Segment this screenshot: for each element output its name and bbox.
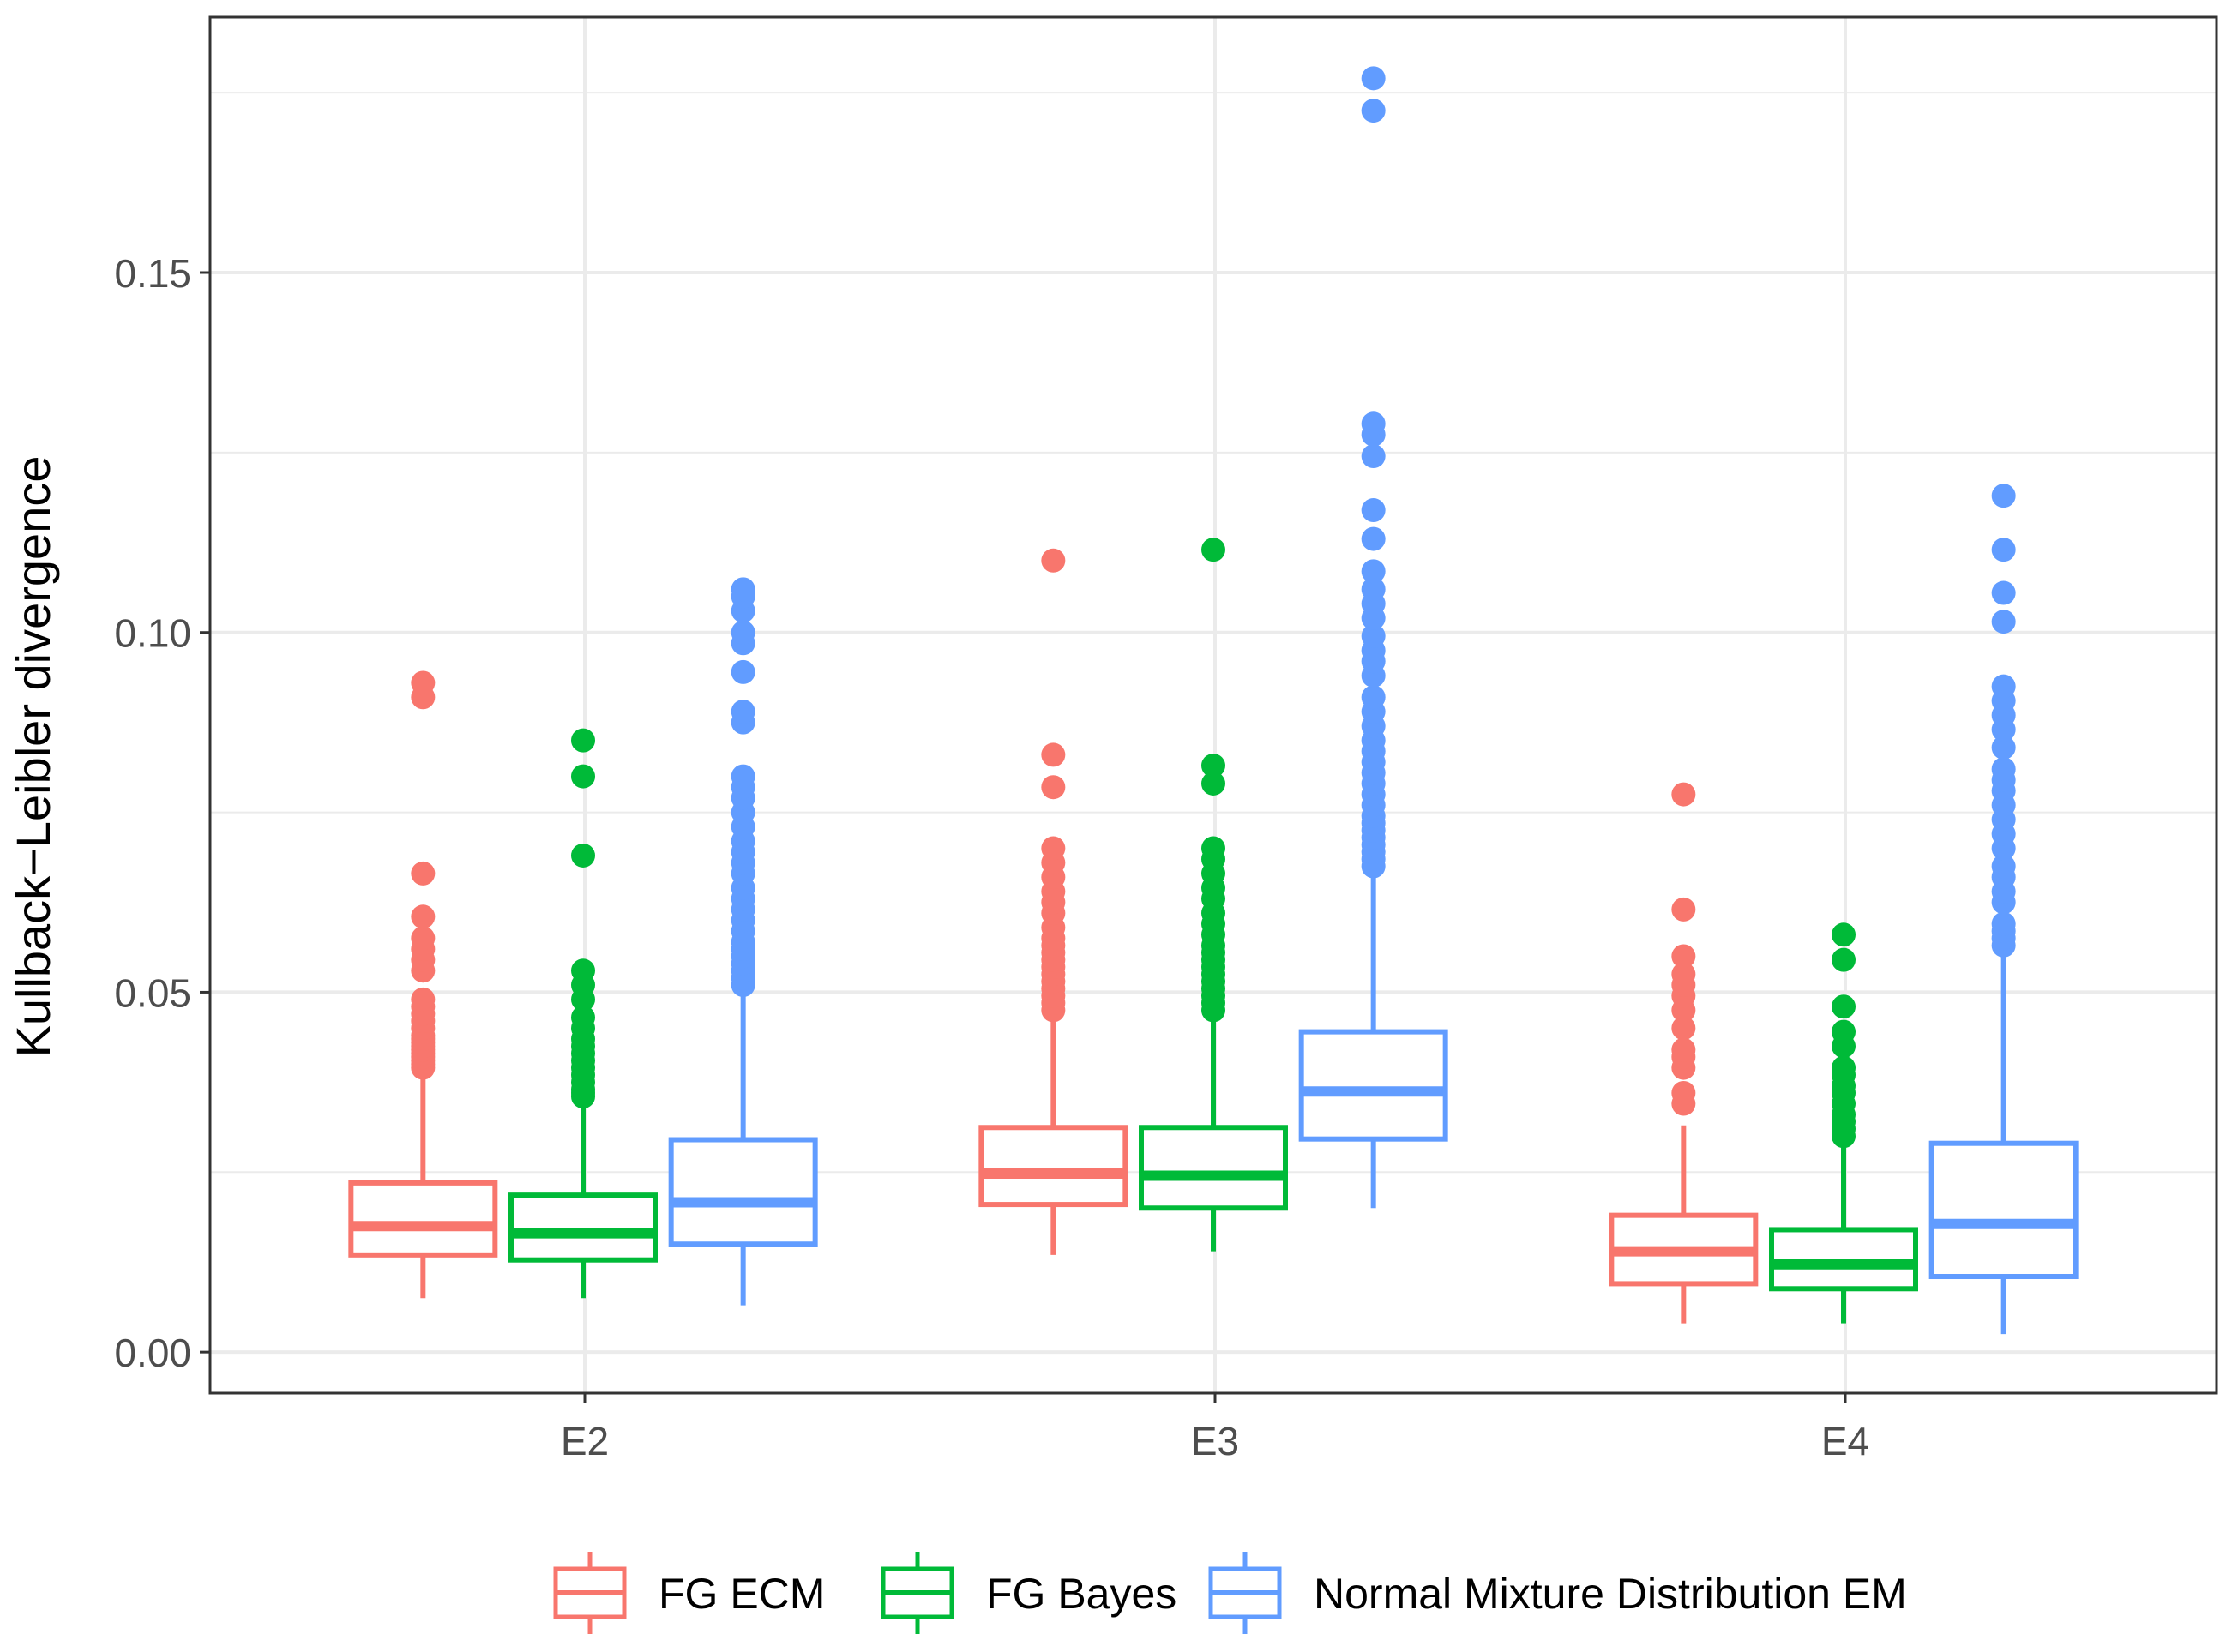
legend-label: Normal Mixture Distribution EM [1314, 1570, 1907, 1618]
outlier-point [1361, 526, 1386, 551]
outlier-point [1361, 444, 1386, 469]
outlier-point [731, 620, 755, 645]
outlier-point [1991, 538, 2016, 562]
outlier-point [1991, 484, 2016, 508]
box-E4-0 [1609, 782, 1759, 1324]
outlier-point [1832, 922, 1856, 947]
outlier-point [1832, 1055, 1856, 1080]
outlier-point [1991, 610, 2016, 634]
panel-border [208, 15, 2218, 1395]
box-E2-0 [348, 670, 498, 1299]
x-tick-label: E4 [1821, 1419, 1869, 1463]
outlier-point [1201, 771, 1225, 796]
outlier-point [1671, 897, 1696, 922]
legend-label: FG ECM [659, 1570, 825, 1618]
outlier-point [1832, 1019, 1856, 1044]
box-E4-1 [1769, 922, 1918, 1324]
box-E2-1 [508, 728, 658, 1299]
outlier-point [1201, 836, 1225, 861]
legend-item: FG ECM [553, 1552, 825, 1634]
outlier-point [1041, 775, 1066, 800]
box-E4-2 [1928, 484, 2079, 1335]
y-axis-title: Kullback−Leibler divergence [6, 456, 60, 1058]
outlier-point [411, 904, 436, 929]
legend-item: FG Bayes [881, 1552, 1176, 1634]
outlier-point [731, 659, 755, 684]
outlier-point [731, 577, 755, 602]
outlier-point [731, 764, 755, 789]
outlier-point [1361, 623, 1386, 648]
outlier-point [1991, 911, 2016, 936]
box-E3-2 [1298, 66, 1448, 1209]
outlier-point [411, 670, 436, 695]
x-tick-label: E2 [561, 1419, 609, 1463]
outlier-point [411, 987, 436, 1012]
outlier-point [1991, 674, 2016, 699]
outlier-point [1361, 577, 1386, 602]
box-iqr [508, 1192, 658, 1263]
outlier-point [1671, 1037, 1696, 1062]
outlier-point [1361, 411, 1386, 436]
outlier-point [1671, 962, 1696, 987]
outlier-point [1361, 559, 1386, 584]
outlier-point [571, 1005, 595, 1030]
box-iqr [1298, 1029, 1448, 1142]
y-tick-label: 0.10 [114, 611, 191, 656]
box-iqr [978, 1125, 1128, 1208]
axes: 0.00 0.05 0.10 0.15 E2 E3 E4 [114, 251, 1869, 1463]
box-iqr [1928, 1140, 2079, 1280]
outlier-point [1041, 742, 1066, 767]
outlier-point [411, 861, 436, 886]
outlier-point [1832, 947, 1856, 972]
outlier-point [1361, 498, 1386, 523]
box-iqr [668, 1137, 818, 1247]
outlier-point [1832, 994, 1856, 1019]
outlier-point [1041, 836, 1066, 861]
box-E2-2 [668, 577, 818, 1306]
outlier-point [1991, 736, 2016, 760]
box-E3-1 [1139, 538, 1288, 1252]
outlier-point [1201, 538, 1225, 562]
boxes [348, 66, 2079, 1335]
outlier-point [1361, 99, 1386, 123]
outlier-point [1361, 685, 1386, 710]
outlier-point [571, 843, 595, 868]
outlier-point [1991, 757, 2016, 782]
outlier-point [571, 764, 595, 789]
outlier-point [1671, 1080, 1696, 1105]
outlier-point [571, 958, 595, 983]
y-tick-label: 0.15 [114, 251, 191, 296]
outlier-point [1671, 782, 1696, 807]
outlier-point [571, 728, 595, 753]
y-tick-label: 0.00 [114, 1331, 191, 1375]
outlier-point [731, 700, 755, 724]
box-iqr [348, 1180, 498, 1258]
outlier-point [1671, 944, 1696, 969]
legend: FG ECM FG Bayes Normal Mixture Distributio… [553, 1552, 1907, 1634]
outlier-point [1361, 66, 1386, 91]
outlier-point [1671, 1016, 1696, 1041]
legend-item: Normal Mixture Distribution EM [1208, 1552, 1907, 1634]
outlier-point [411, 926, 436, 951]
box-E3-0 [978, 548, 1128, 1255]
outlier-point [1201, 754, 1225, 778]
x-tick-label: E3 [1191, 1419, 1239, 1463]
outlier-point [1991, 854, 2016, 879]
legend-label: FG Bayes [986, 1570, 1176, 1618]
outlier-point [1041, 548, 1066, 573]
y-tick-label: 0.05 [114, 970, 191, 1015]
outlier-point [1991, 580, 2016, 605]
box-iqr [1139, 1125, 1288, 1211]
